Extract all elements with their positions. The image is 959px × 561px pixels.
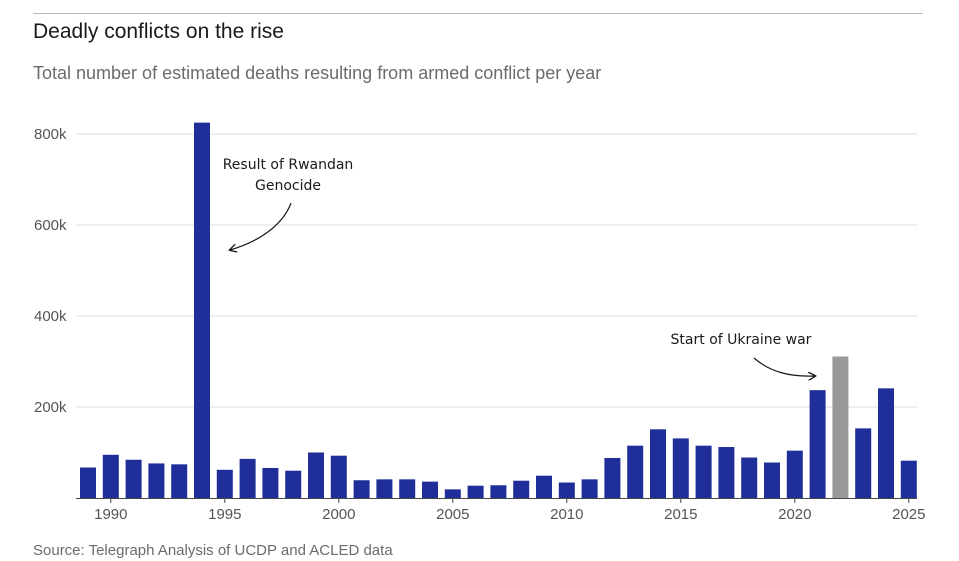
x-tick-label: 2015 xyxy=(664,506,697,523)
bar-2007 xyxy=(490,485,507,498)
x-tick-label: 1995 xyxy=(208,506,241,523)
bar-2009 xyxy=(536,475,552,498)
annotation-text: Result of Rwandan xyxy=(223,157,354,173)
bar-2001 xyxy=(353,480,370,498)
bar-2008 xyxy=(513,480,530,498)
annotation-text: Start of Ukraine war xyxy=(671,332,812,348)
source-note: Source: Telegraph Analysis of UCDP and A… xyxy=(33,542,393,559)
annotation-text: Genocide xyxy=(255,178,321,194)
bar-2014 xyxy=(650,429,666,498)
x-tick-label: 2025 xyxy=(892,506,925,523)
bar-2018 xyxy=(741,457,758,498)
bar-1990 xyxy=(102,454,119,498)
annotation-arrow xyxy=(230,202,292,250)
x-tick-label: 2000 xyxy=(322,506,355,523)
bar-2016 xyxy=(695,445,712,498)
chart-subtitle: Total number of estimated deaths resulti… xyxy=(33,63,602,83)
y-tick-label: 800k xyxy=(34,126,67,143)
bar-2024 xyxy=(878,388,894,498)
bar-2004 xyxy=(422,481,438,498)
bar-2006 xyxy=(467,485,484,498)
bar-2013 xyxy=(627,445,644,498)
bar-2010 xyxy=(558,482,575,498)
bar-2021 xyxy=(809,390,826,498)
bar-1997 xyxy=(262,467,279,498)
bar-1999 xyxy=(308,452,324,498)
bar-1998 xyxy=(285,470,302,498)
y-tick-label: 200k xyxy=(34,399,67,416)
bar-1989 xyxy=(80,467,96,498)
x-tick-label: 2005 xyxy=(436,506,469,523)
x-tick-label: 2020 xyxy=(778,506,811,523)
bar-2022 xyxy=(832,356,849,498)
bar-2003 xyxy=(399,479,416,498)
bar-2017 xyxy=(718,447,735,498)
bar-1992 xyxy=(148,463,165,498)
x-tick-label: 1990 xyxy=(94,506,127,523)
bar-2025 xyxy=(900,460,917,498)
top-rule xyxy=(33,13,923,14)
bar-1995 xyxy=(216,469,233,498)
bar-2023 xyxy=(855,428,872,498)
annotation-arrow xyxy=(753,357,815,376)
bar-2002 xyxy=(376,479,393,498)
bar-2000 xyxy=(330,455,347,498)
bar-2011 xyxy=(581,479,598,498)
bar-2019 xyxy=(764,462,780,498)
bar-1994 xyxy=(194,122,210,498)
y-tick-label: 400k xyxy=(34,308,67,325)
bar-2012 xyxy=(604,457,621,498)
bar-1996 xyxy=(239,458,256,498)
y-tick-label: 600k xyxy=(34,217,67,234)
x-tick-label: 2010 xyxy=(550,506,583,523)
bar-1993 xyxy=(171,464,188,498)
chart-title: Deadly conflicts on the rise xyxy=(33,20,284,43)
bar-2015 xyxy=(672,438,689,498)
bar-2020 xyxy=(786,450,803,498)
bar-1991 xyxy=(125,459,142,498)
bar-2005 xyxy=(444,489,461,498)
